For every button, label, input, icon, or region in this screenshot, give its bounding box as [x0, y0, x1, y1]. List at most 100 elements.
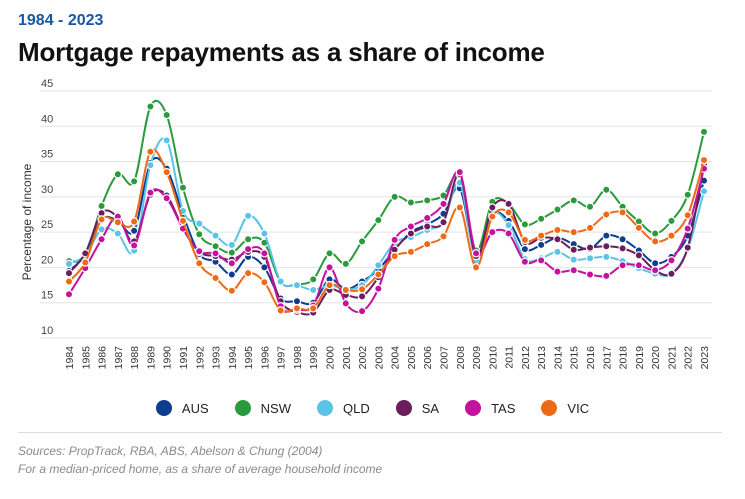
x-tick-label: 1991 [178, 346, 190, 370]
x-tick-label: 2016 [585, 346, 597, 370]
y-tick-label: 15 [41, 290, 53, 302]
data-point-nsw-1986 [97, 201, 106, 211]
data-point-qld-1994 [227, 240, 237, 250]
data-point-aus-2017 [602, 231, 611, 240]
data-point-sa-2010 [488, 203, 497, 212]
x-tick-label: 2008 [455, 346, 467, 370]
x-tick-label: 2018 [618, 346, 630, 370]
data-point-nsw-2020 [650, 229, 660, 238]
y-axis-label: Percentage of income [20, 163, 34, 280]
divider [18, 432, 722, 433]
data-point-sa-1984 [64, 268, 74, 278]
y-tick-label: 45 [41, 78, 53, 90]
data-point-vic-1995 [243, 268, 253, 278]
data-point-nsw-1999 [309, 275, 318, 284]
data-point-vic-2000 [325, 280, 334, 290]
data-point-aus-2018 [618, 234, 627, 244]
data-point-qld-2023 [699, 187, 709, 196]
data-point-vic-2017 [602, 210, 611, 219]
data-point-vic-1994 [227, 286, 237, 295]
series-vic [64, 147, 709, 315]
data-point-qld-1990 [162, 136, 171, 145]
data-point-sa-2016 [585, 243, 595, 252]
x-tick-label: 2019 [634, 346, 646, 370]
y-tick-label: 25 [41, 219, 53, 231]
data-point-sa-2002 [357, 292, 367, 301]
data-point-vic-1988 [129, 217, 139, 226]
legend-marker [317, 400, 333, 416]
data-point-tas-2020 [650, 266, 660, 275]
data-point-tas-1994 [227, 258, 237, 268]
legend-item-tas: TAS [465, 400, 515, 416]
data-point-tas-2007 [439, 199, 448, 209]
series-tas [64, 164, 709, 316]
data-point-nsw-2016 [585, 202, 595, 211]
data-point-qld-2014 [553, 247, 562, 257]
x-tick-label: 2011 [504, 346, 516, 369]
data-point-nsw-2001 [341, 259, 350, 269]
x-tick-label: 1999 [308, 346, 320, 370]
data-point-tas-2008 [455, 167, 464, 177]
data-point-sa-2014 [553, 234, 562, 244]
x-tick-label: 1993 [211, 346, 223, 370]
data-point-tas-2000 [325, 263, 334, 272]
y-tick-label: 30 [41, 184, 53, 196]
y-axis-ticks: 10 15 20 25 30 35 40 45 [41, 78, 53, 337]
data-point-nsw-1995 [243, 234, 253, 244]
x-tick-label: 1984 [64, 346, 76, 370]
data-point-tas-2002 [357, 306, 367, 316]
data-point-sa-2019 [634, 251, 644, 260]
data-point-qld-1992 [195, 219, 204, 228]
data-point-vic-2003 [374, 270, 383, 279]
data-point-tas-2015 [569, 266, 578, 275]
x-tick-label: 2020 [650, 346, 662, 370]
x-tick-label: 2007 [438, 346, 450, 370]
x-tick-label: 2000 [325, 346, 337, 370]
data-point-tas-2012 [520, 257, 530, 266]
footnote: For a median-priced home, as a share of … [18, 462, 383, 476]
data-point-vic-2002 [357, 285, 367, 294]
data-point-vic-2005 [406, 247, 416, 257]
data-point-tas-1992 [195, 246, 204, 256]
x-tick-label: 1998 [292, 346, 304, 370]
data-point-vic-2008 [455, 203, 464, 212]
data-point-nsw-2022 [683, 190, 692, 199]
data-point-sa-2007 [439, 218, 448, 227]
x-tick-label: 2013 [536, 346, 548, 370]
x-tick-label: 1986 [97, 346, 109, 370]
data-point-qld-1996 [260, 229, 269, 238]
data-point-qld-2016 [585, 254, 595, 263]
data-point-tas-2005 [406, 222, 416, 231]
data-point-qld-2011 [504, 220, 513, 230]
legend-marker [155, 400, 172, 416]
x-tick-label: 1990 [162, 346, 174, 370]
x-tick-label: 2017 [601, 346, 613, 370]
data-point-vic-1999 [309, 304, 318, 313]
data-point-qld-1995 [243, 211, 253, 221]
data-point-tas-2006 [423, 213, 432, 223]
y-tick-label: 40 [41, 113, 53, 125]
data-point-qld-1999 [309, 285, 318, 295]
data-point-nsw-2023 [699, 127, 709, 137]
data-point-tas-1996 [260, 249, 269, 258]
data-point-tas-1995 [243, 244, 253, 254]
data-point-nsw-1992 [195, 230, 204, 239]
x-tick-label: 1985 [80, 346, 92, 370]
data-point-qld-1984 [64, 259, 74, 269]
series-sa [64, 160, 709, 317]
data-point-tas-2013 [536, 256, 546, 265]
data-point-qld-2015 [569, 255, 578, 264]
data-point-vic-2018 [618, 208, 627, 217]
data-point-vic-1992 [195, 258, 204, 268]
data-point-vic-2021 [667, 231, 676, 240]
data-point-qld-1997 [276, 277, 285, 286]
data-point-tas-2003 [374, 284, 383, 293]
data-point-nsw-2005 [406, 198, 416, 207]
legend-item-nsw: NSW [234, 400, 291, 416]
data-point-aus-1998 [292, 297, 302, 306]
legend-marker [465, 400, 482, 416]
data-point-nsw-2006 [423, 196, 432, 205]
x-tick-label: 2004 [390, 346, 402, 370]
data-point-vic-2001 [341, 285, 350, 295]
x-tick-label: 1997 [276, 346, 288, 370]
